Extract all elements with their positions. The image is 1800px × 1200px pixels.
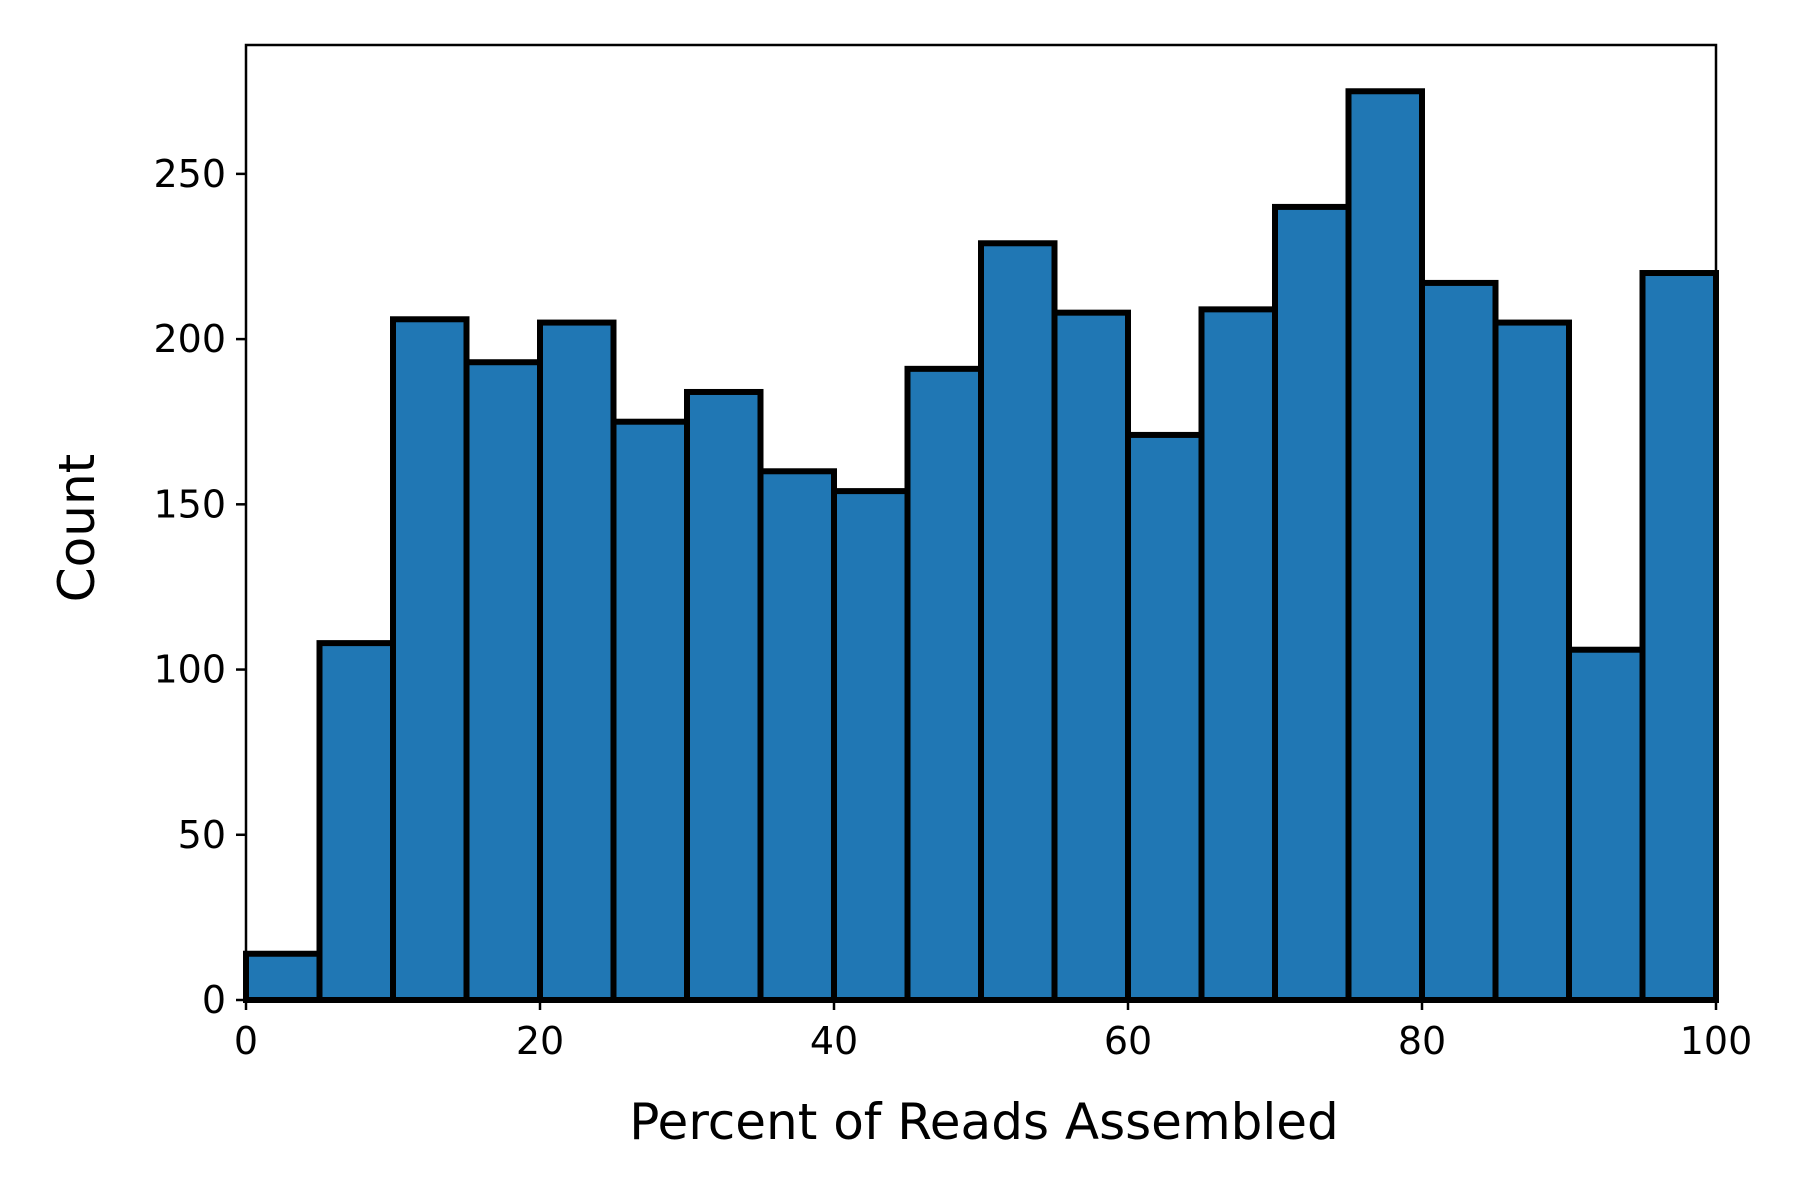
histogram-bar bbox=[1272, 203, 1352, 1003]
histogram-bars bbox=[243, 88, 1719, 1004]
histogram-bar bbox=[1566, 646, 1646, 1004]
x-tick-label: 60 bbox=[1104, 1019, 1152, 1063]
histogram-bar bbox=[684, 388, 764, 1004]
histogram-bar bbox=[1125, 431, 1205, 1003]
histogram-bar bbox=[757, 468, 837, 1003]
histogram-bar bbox=[1198, 306, 1278, 1003]
histogram-bar bbox=[1345, 88, 1425, 1003]
histogram-bar bbox=[978, 240, 1058, 1003]
histogram-bar bbox=[1639, 270, 1719, 1003]
y-tick-label: 0 bbox=[202, 978, 226, 1022]
y-axis-label: Count bbox=[48, 454, 106, 603]
x-tick-label: 20 bbox=[516, 1019, 564, 1063]
x-axis-ticks: 0 20 40 60 80 100 bbox=[234, 1000, 1752, 1063]
histogram-bar bbox=[904, 365, 984, 1003]
y-tick-label: 250 bbox=[153, 152, 226, 196]
histogram-bar bbox=[537, 319, 617, 1003]
axes-frame bbox=[244, 43, 1718, 1002]
x-tick-label: 40 bbox=[810, 1019, 858, 1063]
y-axis-ticks: 0 50 100 150 200 250 bbox=[153, 152, 246, 1022]
y-tick-label: 150 bbox=[153, 482, 226, 526]
y-tick-label: 100 bbox=[153, 648, 226, 692]
x-tick-label: 100 bbox=[1680, 1019, 1753, 1063]
histogram-bar bbox=[463, 359, 543, 1004]
x-axis-label: Percent of Reads Assembled bbox=[629, 1093, 1339, 1151]
histogram-bar bbox=[243, 950, 323, 1003]
y-tick-label: 50 bbox=[178, 813, 226, 857]
histogram-bar bbox=[316, 640, 396, 1003]
x-tick-label: 80 bbox=[1398, 1019, 1446, 1063]
histogram-bar bbox=[390, 316, 470, 1003]
histogram-bar bbox=[1492, 319, 1572, 1003]
y-tick-label: 200 bbox=[153, 317, 226, 361]
histogram-bar bbox=[831, 488, 911, 1003]
histogram-bar bbox=[1419, 279, 1499, 1003]
histogram-bar bbox=[610, 418, 690, 1003]
plot-spines bbox=[244, 43, 1718, 1002]
x-tick-label: 0 bbox=[234, 1019, 258, 1063]
histogram-bar bbox=[1051, 309, 1131, 1003]
